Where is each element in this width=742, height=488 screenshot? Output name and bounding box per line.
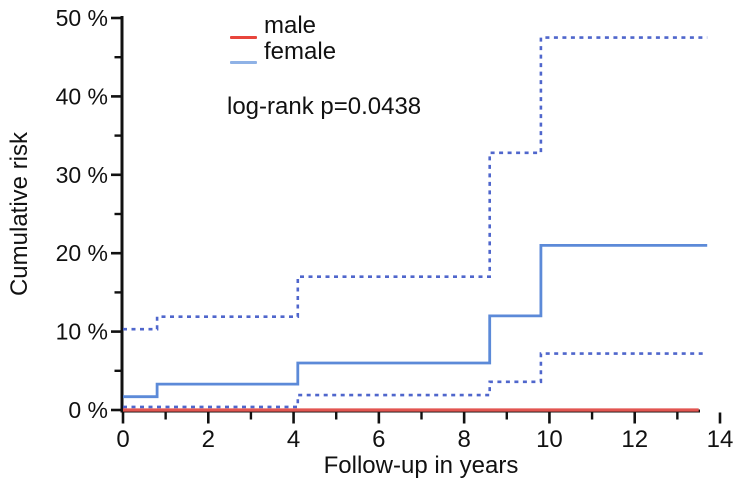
- y-tick-label: 50 %: [56, 5, 108, 31]
- y-tick-label: 20 %: [56, 240, 108, 266]
- legend-label-male: male: [264, 12, 317, 39]
- series-female-upper-ci: [123, 36, 708, 331]
- legend-swatch-male-line-icon: [230, 36, 257, 39]
- x-tick-label: 6: [372, 426, 385, 453]
- x-tick-label: 14: [707, 426, 734, 453]
- y-tick-label: 0 %: [68, 397, 108, 423]
- x-tick-label: 10: [536, 426, 563, 453]
- y-tick-label: 30 %: [56, 162, 108, 188]
- series-female: [123, 244, 708, 399]
- y-tick-label: 40 %: [56, 83, 108, 109]
- x-axis-title: Follow-up in years: [323, 452, 519, 479]
- log-rank-p-value: log-rank p=0.0438: [227, 93, 422, 120]
- y-tick-label: 10 %: [56, 319, 108, 345]
- legend-swatch-female-line-icon: [230, 61, 257, 64]
- x-tick-label: 4: [287, 426, 300, 453]
- x-tick-label: 2: [202, 426, 215, 453]
- legend-label-female: female: [264, 38, 337, 65]
- x-tick-label: 12: [621, 426, 648, 453]
- x-tick-label: 0: [116, 426, 129, 453]
- series-female-lower-ci: [123, 352, 708, 409]
- y-axis-title: Cumulative risk: [6, 131, 33, 297]
- x-tick-label: 8: [457, 426, 470, 453]
